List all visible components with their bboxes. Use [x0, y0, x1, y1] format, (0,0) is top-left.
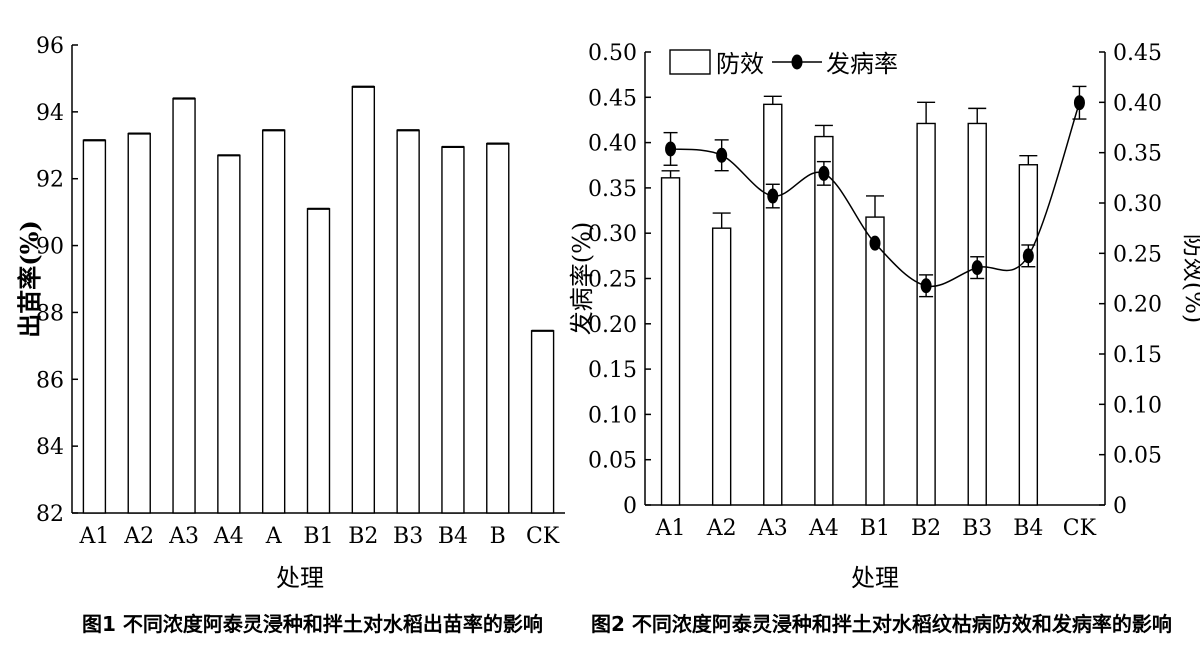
bar-control-effect: [967, 122, 987, 506]
x-tick-label: CK: [526, 524, 560, 549]
left-y-tick-label: 0.30: [588, 222, 637, 247]
bar-control-effect: [1018, 164, 1039, 506]
bar-control-effect: [814, 135, 834, 506]
x-axis-label: 处理: [851, 564, 899, 592]
x-tick-label: B4: [438, 524, 468, 549]
incidence-point: [716, 147, 728, 163]
left-y-tick-label: 0.50: [588, 41, 637, 66]
y-tick-label: 86: [36, 368, 64, 393]
figure1-caption: 图1 不同浓度阿泰灵浸种和拌土对水稻出苗率的影响: [82, 612, 543, 636]
x-tick-label: A: [265, 524, 283, 549]
bar: [306, 208, 331, 514]
x-tick-label: A4: [808, 516, 839, 541]
bar-control-effect: [711, 227, 732, 506]
bar: [441, 146, 465, 514]
bar: [351, 86, 376, 514]
incidence-point: [665, 141, 677, 157]
left-y-tick-label: 0.40: [588, 132, 637, 157]
right-y-tick-label: 0.10: [1113, 393, 1162, 418]
x-tick-label: A3: [168, 524, 199, 549]
incidence-point: [971, 260, 983, 276]
right-y-tick-label: 0.15: [1113, 343, 1162, 368]
right-y-tick-label: 0.40: [1113, 91, 1162, 116]
x-tick-label: B2: [911, 516, 941, 541]
legend-line-marker: [791, 54, 803, 70]
right-y-tick-label: 0.45: [1113, 41, 1162, 66]
y-tick-label: 88: [36, 301, 64, 326]
bar-control-effect: [660, 177, 681, 506]
right-y-tick-label: 0.25: [1113, 242, 1162, 267]
chart-sheath-blight: 0 0.05 0.10 0.15 0.20 0.25 0.30 0.35 0.40 0.45 0.5…: [568, 41, 1200, 592]
bar: [172, 97, 196, 514]
right-y-axis-label: 防效(%): [1180, 234, 1200, 324]
x-tick-label: A3: [757, 516, 788, 541]
chart-emergence-rate: 82 84 86 88 90 92 94 96 A1 A2 A3 A4 A B1 B2 B3 B4 B CK 处理 出苗…: [15, 34, 565, 592]
bar-control-effect: [865, 216, 885, 506]
x-tick-label: A2: [706, 516, 737, 541]
left-y-tick-label: 0.05: [588, 449, 637, 474]
incidence-point: [869, 235, 881, 251]
bar: [396, 129, 420, 514]
figure2-caption: 图2 不同浓度阿泰灵浸种和拌土对水稻纹枯病防效和发病率的影响: [591, 612, 1172, 636]
x-tick-label: B4: [1013, 516, 1043, 541]
legend-line-label: 发病率: [826, 50, 898, 78]
x-tick-label: B3: [393, 524, 423, 549]
bar: [530, 330, 555, 514]
x-tick-label: A1: [655, 516, 686, 541]
right-y-tick-label: 0.30: [1113, 192, 1162, 217]
right-y-tick-label: 0.05: [1113, 444, 1162, 469]
x-tick-label: A1: [78, 524, 109, 549]
incidence-point: [1022, 248, 1034, 264]
incidence-point: [818, 165, 830, 181]
y-tick-label: 82: [36, 502, 64, 527]
left-y-axis-label: 发病率(%): [568, 222, 596, 336]
incidence-point: [920, 278, 932, 294]
y-tick-label: 96: [36, 34, 64, 59]
x-tick-label: B: [490, 524, 506, 549]
x-tick-label: B1: [303, 524, 333, 549]
left-y-tick-label: 0.35: [588, 177, 637, 202]
bar: [127, 132, 151, 514]
y-axis-label: 出苗率(%): [15, 220, 44, 338]
y-tick-label: 94: [36, 101, 64, 126]
x-tick-label: B3: [962, 516, 992, 541]
incidence-point: [1073, 95, 1085, 111]
right-y-tick-label: 0: [1113, 494, 1127, 519]
bar: [217, 154, 241, 514]
incidence-point: [767, 188, 779, 204]
y-tick-label: 90: [36, 235, 64, 260]
y-tick-label: 92: [36, 168, 64, 193]
bar-control-effect: [763, 103, 783, 506]
x-tick-label: CK: [1063, 516, 1097, 541]
legend-bar-label: 防效: [716, 50, 764, 78]
left-y-tick-label: 0.25: [588, 268, 637, 293]
x-axis-label: 处理: [276, 564, 324, 592]
right-y-tick-label: 0.35: [1113, 142, 1162, 167]
bar: [486, 142, 510, 514]
legend-bar-swatch: [669, 49, 711, 75]
y-tick-label: 84: [36, 435, 64, 460]
bar: [82, 139, 107, 514]
left-y-tick-label: 0.20: [588, 313, 637, 338]
x-tick-label: A2: [123, 524, 154, 549]
left-y-tick-label: 0: [623, 494, 637, 519]
x-tick-label: B1: [860, 516, 890, 541]
bar-control-effect: [916, 122, 936, 506]
x-tick-label: A4: [213, 524, 244, 549]
left-y-tick-label: 0.15: [588, 358, 637, 383]
left-y-tick-label: 0.10: [588, 403, 637, 428]
x-tick-label: B2: [348, 524, 378, 549]
left-y-tick-label: 0.45: [588, 86, 637, 111]
right-y-tick-label: 0.20: [1113, 293, 1162, 318]
bar: [261, 129, 286, 514]
